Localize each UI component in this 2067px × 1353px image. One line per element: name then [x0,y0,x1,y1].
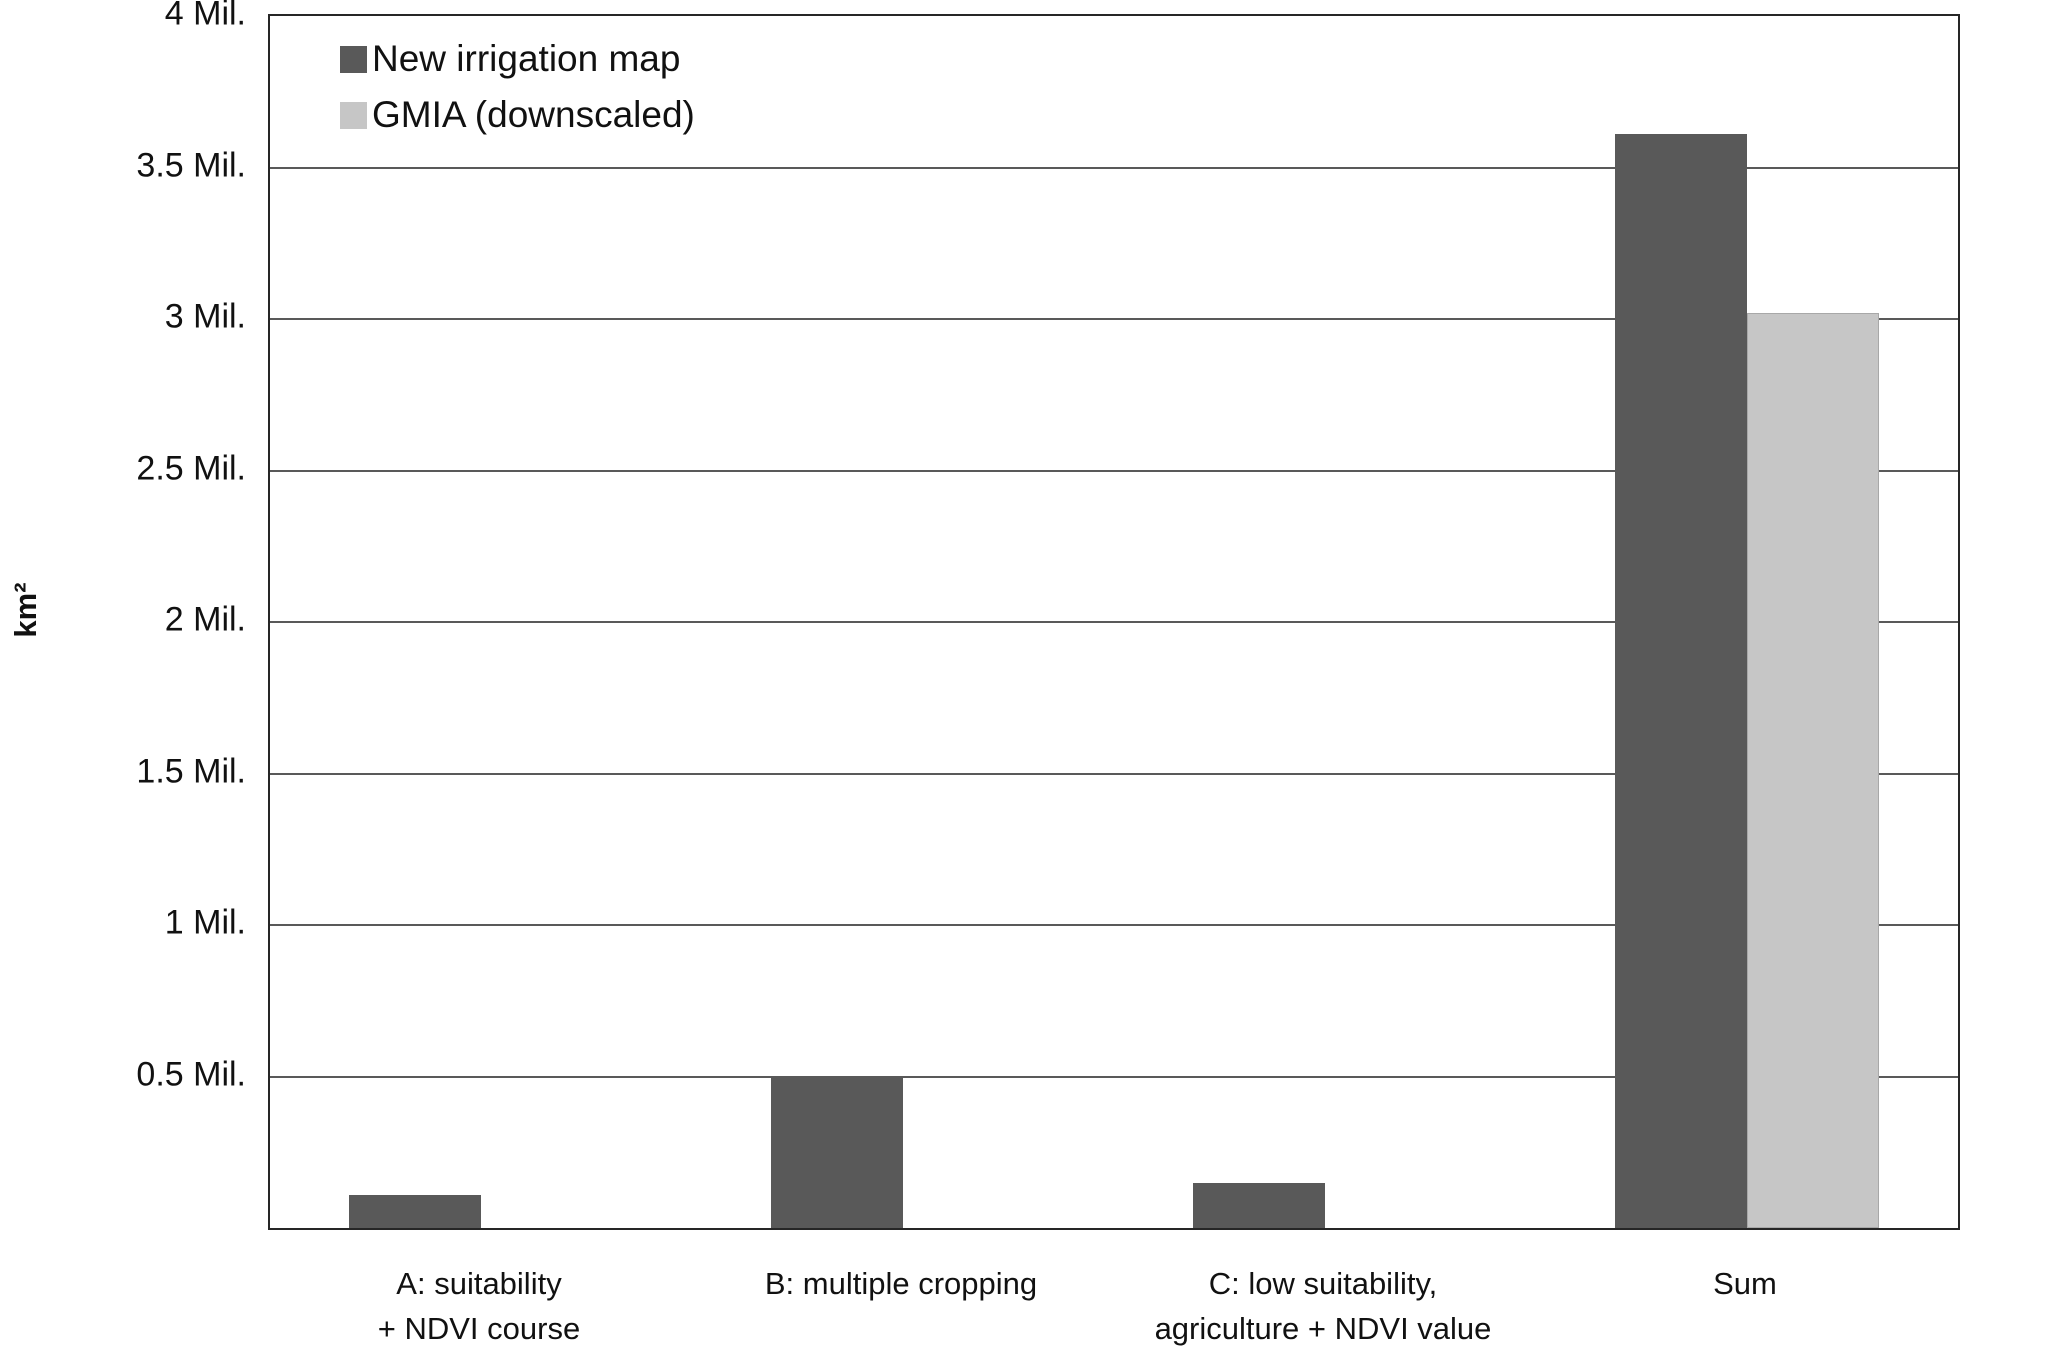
legend-label: GMIA (downscaled) [372,94,695,135]
plot-area: New irrigation map GMIA (downscaled) [268,14,1960,1230]
x-tick-label-c: C: low suitability, agriculture + NDVI va… [1112,1262,1534,1352]
gridline [270,621,1958,623]
y-tick-label: 3.5 Mil. [136,146,246,184]
bar-new-irrigation-map-a [349,1194,481,1228]
x-tick-label-a: A: suitability + NDVI course [268,1262,690,1352]
x-tick-label-b: B: multiple cropping [690,1262,1112,1307]
x-tick-label-sum: Sum [1534,1262,1956,1307]
gridline [270,924,1958,926]
x-tick-label-line: + NDVI course [377,1310,581,1346]
x-tick-label-line: agriculture + NDVI value [1154,1310,1492,1346]
x-tick-label-line: C: low suitability, [1208,1266,1438,1301]
legend-item-gmia-downscaled: GMIA (downscaled) [340,94,695,136]
bar-new-irrigation-map-c [1193,1182,1325,1228]
gridline [270,1075,1958,1078]
legend-swatch-light [340,101,367,129]
legend-swatch-dark [340,45,367,73]
x-tick-label-line: Sum [1713,1266,1777,1301]
y-tick-label: 2.5 Mil. [136,449,246,487]
x-tick-label-line: B: multiple cropping [764,1266,1038,1301]
y-axis-ticks: 4 Mil. 3.5 Mil. 3 Mil. 2.5 Mil. 2 Mil. 1.5 Mi… [0,0,252,1230]
y-tick-label: 0.5 Mil. [136,1055,246,1093]
bar-gmia-downscaled-sum [1747,312,1879,1228]
bar-new-irrigation-map-b [771,1076,903,1228]
gridline [270,166,1958,169]
gridline [270,772,1958,775]
y-tick-label: 4 Mil. [164,0,246,33]
x-tick-label-line: A: suitability [396,1266,562,1301]
y-tick-label: 1.5 Mil. [136,752,246,790]
legend-label: New irrigation map [372,38,681,79]
legend: New irrigation map GMIA (downscaled) [340,38,695,150]
y-tick-label: 2 Mil. [164,600,246,639]
gridline [270,318,1958,320]
gridline [270,469,1958,472]
y-tick-label: 3 Mil. [164,297,246,336]
y-tick-label: 1 Mil. [164,903,246,942]
x-axis-labels: A: suitability + NDVI course B: multiple c… [268,1262,1960,1352]
legend-item-new-irrigation-map: New irrigation map [340,38,695,80]
bar-new-irrigation-map-sum [1615,134,1747,1228]
